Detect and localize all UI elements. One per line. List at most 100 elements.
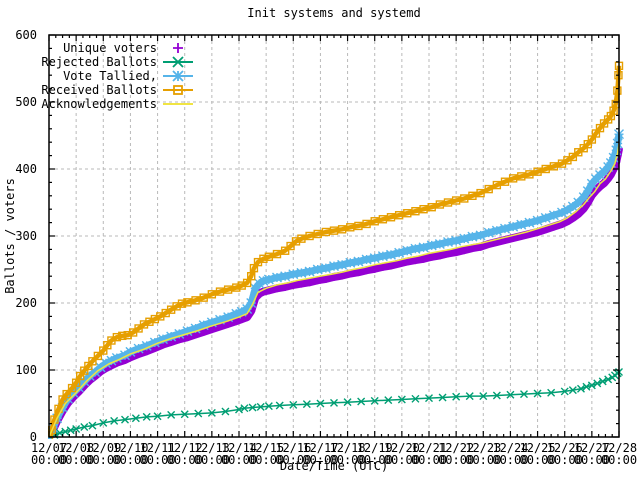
asterisk-marker (79, 376, 90, 387)
x-tick-date: 12/13 (194, 441, 230, 455)
asterisk-marker (548, 210, 559, 221)
square-marker (378, 215, 388, 224)
x-marker (302, 400, 311, 409)
x-tick-time: 00:00 (547, 453, 583, 467)
x-marker (248, 403, 257, 412)
x-marker (80, 422, 89, 431)
asterisk-marker (573, 197, 584, 208)
x-marker (343, 398, 352, 407)
asterisk-marker (280, 271, 291, 282)
asterisk-marker (532, 215, 543, 226)
asterisk-marker (451, 235, 462, 246)
x-tick-time: 00:00 (112, 453, 148, 467)
plus-marker (281, 282, 290, 291)
asterisk-marker (312, 264, 323, 275)
asterisk-marker (567, 201, 578, 212)
square-marker (313, 229, 322, 239)
x-marker (533, 389, 542, 398)
x-axis-label: Date/Time (UTC) (280, 459, 388, 473)
plus-marker (476, 242, 485, 251)
asterisk-marker (231, 308, 242, 319)
asterisk-marker (582, 186, 593, 197)
asterisk-marker (141, 340, 152, 351)
asterisk-marker (603, 161, 614, 172)
x-tick-time: 00:00 (58, 453, 94, 467)
square-marker (223, 285, 233, 294)
x-marker (194, 409, 203, 418)
series-acknowledgements (48, 143, 620, 438)
x-tick-time: 00:00 (357, 453, 393, 467)
x-tick-time: 00:00 (492, 453, 528, 467)
x-marker (256, 402, 265, 411)
square-marker (613, 86, 622, 95)
square-marker (484, 184, 493, 194)
asterisk-marker (158, 334, 168, 345)
asterisk-marker (288, 269, 299, 280)
plus-marker (419, 254, 428, 263)
x-tick-time: 00:00 (302, 453, 338, 467)
x-tick-date: 12/08 (58, 441, 94, 455)
y-tick-label: 0 (30, 430, 37, 444)
x-marker (577, 384, 585, 393)
x-tick-date: 12/26 (547, 441, 583, 455)
x-tick-time: 00:00 (601, 453, 637, 467)
asterisk-marker (242, 304, 253, 315)
x-marker (275, 401, 284, 410)
x-tick-time: 00:00 (465, 453, 501, 467)
square-marker (403, 209, 412, 218)
square-marker (525, 170, 534, 179)
square-marker (394, 211, 404, 220)
asterisk-marker (84, 371, 95, 382)
x-tick-date: 12/07 (31, 441, 67, 455)
plus-marker (387, 261, 395, 270)
square-marker (606, 111, 616, 121)
x-tick-date: 12/09 (85, 441, 121, 455)
legend-label: Unique voters (63, 41, 157, 55)
asterisk-marker (182, 326, 193, 337)
asterisk-marker (223, 312, 234, 323)
x-marker (547, 388, 556, 397)
data-series (48, 61, 624, 439)
asterisk-marker (133, 343, 144, 354)
square-marker (476, 188, 485, 198)
square-marker (280, 246, 290, 255)
x-marker (370, 396, 379, 405)
x-marker (587, 381, 596, 390)
legend-label: Vote Tallied, (63, 69, 157, 83)
square-marker (435, 200, 445, 209)
square-marker (492, 180, 502, 190)
square-marker (508, 174, 518, 183)
plus-marker (574, 209, 583, 218)
x-marker (384, 396, 393, 405)
plus-marker (173, 43, 183, 53)
plus-marker (305, 278, 314, 287)
x-marker (452, 392, 461, 401)
x-tick-date: 12/12 (167, 441, 203, 455)
asterisk-marker (612, 138, 623, 149)
square-marker (173, 85, 183, 95)
asterisk-marker (174, 328, 185, 339)
legend-label: Received Ballots (41, 83, 157, 97)
square-marker (207, 290, 217, 299)
plus-marker (579, 204, 588, 213)
asterisk-marker (562, 204, 573, 215)
asterisk-marker (605, 157, 616, 168)
x-tick-time: 00:00 (248, 453, 284, 467)
asterisk-marker (68, 387, 79, 398)
x-tick-time: 00:00 (275, 453, 311, 467)
square-marker (215, 287, 225, 296)
tick-labels: 12/0700:0012/0800:0012/0900:0012/1000:00… (15, 28, 637, 467)
x-tick-date: 12/23 (465, 441, 501, 455)
asterisk-marker (106, 355, 117, 366)
square-marker (297, 234, 306, 243)
asterisk-marker (111, 352, 122, 363)
square-marker (533, 167, 542, 176)
asterisk-marker (418, 242, 429, 253)
legend-item: Received Ballots (41, 83, 193, 97)
plus-marker (444, 249, 452, 258)
asterisk-marker (329, 261, 339, 272)
x-marker (330, 398, 338, 407)
square-marker (370, 217, 379, 226)
asterisk-marker (190, 323, 201, 334)
